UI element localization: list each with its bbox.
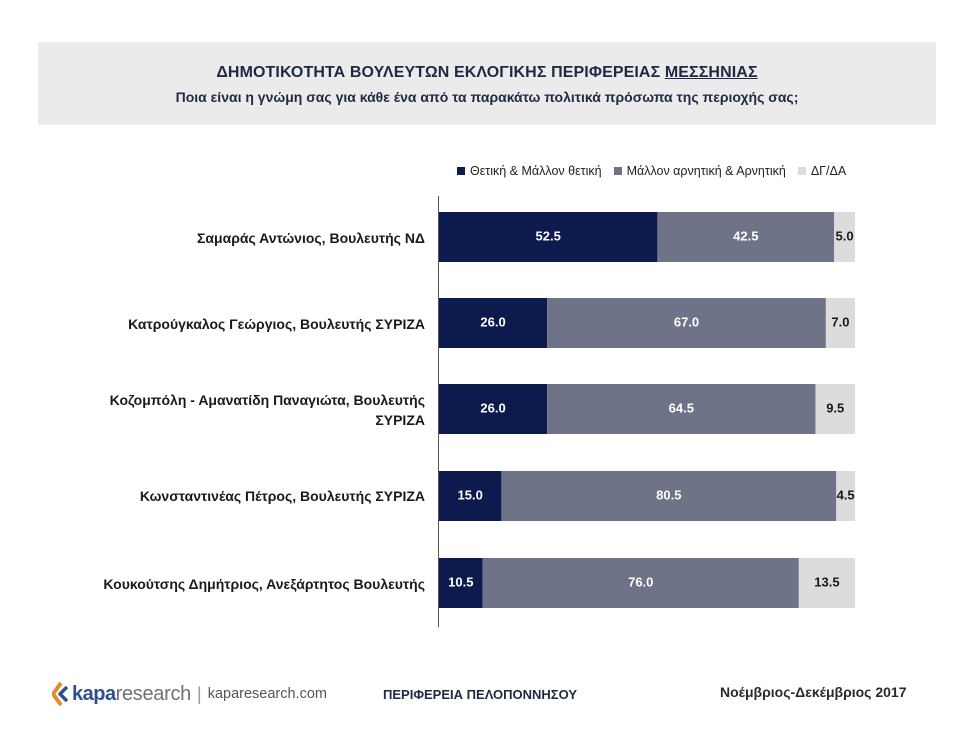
bar-segment-positive (439, 298, 548, 348)
chart-title-region: ΜΕΣΣΗΝΙΑΣ (664, 64, 758, 81)
category-axis-line (438, 196, 439, 627)
data-label-positive: 26.0 (480, 401, 505, 416)
category-label: Κοζομπόλη - Αμανατίδη Παναγιώτα, Βουλευτ… (109, 392, 425, 428)
bar-segment-dk-na (825, 298, 855, 348)
data-label-dk-na: 4.5 (837, 488, 855, 503)
footer-url: kaparesearch.com (207, 686, 327, 702)
legend-swatch-dk-na (797, 167, 806, 175)
bar-segment-dk-na (834, 212, 855, 262)
legend-item-negative: Μάλλον αρνητική & Αρνητική (613, 164, 786, 178)
kapa-logo-icon (52, 682, 68, 706)
data-label-negative: 80.5 (656, 488, 681, 503)
category-label: Κωνσταντινέας Πέτρος, Βουλευτής ΣΥΡΙΖΑ (139, 488, 425, 504)
logo-research-text: research (115, 682, 192, 705)
bar-segment-dk-na (815, 384, 855, 434)
category-label: Κατρούγκαλος Γεώργιος, Βουλευτής ΣΥΡΙΖΑ (128, 316, 425, 332)
bar-segment-negative (501, 471, 837, 521)
legend-label-negative: Μάλλον αρνητική & Αρνητική (626, 164, 786, 178)
bar-segment-positive (439, 558, 483, 608)
legend-swatch-positive (457, 167, 465, 175)
legend-label-positive: Θετική & Μάλλον θετική (470, 164, 602, 178)
category-label: Κουκούτσης Δημήτριος, Ανεξάρτητος Βουλευ… (103, 576, 425, 592)
footer-date: Νοέμβριος-Δεκέμβριος 2017 (720, 684, 907, 700)
bar-segment-dk-na (836, 471, 855, 521)
footer-logo: kapa research | kaparesearch.com (52, 682, 327, 706)
chart-title-main: ΔΗΜΟΤΙΚΟΤΗΤΑ ΒΟΥΛΕΥΤΩΝ ΕΚΛΟΓΙΚΗΣ ΠΕΡΙΦΕΡ… (216, 64, 665, 81)
data-label-positive: 52.5 (536, 229, 561, 244)
data-label-negative: 42.5 (733, 229, 758, 244)
data-label-dk-na: 5.0 (836, 229, 854, 244)
logo-kapa-text: kapa (72, 682, 116, 705)
data-label-dk-na: 9.5 (826, 401, 844, 416)
legend-swatch-negative (613, 167, 622, 175)
data-label-negative: 67.0 (674, 315, 699, 330)
data-label-dk-na: 13.5 (814, 575, 839, 590)
legend-item-positive: Θετική & Μάλλον θετική (457, 164, 602, 178)
bar-segment-negative (547, 384, 816, 434)
bar-segment-positive (439, 471, 502, 521)
chart-subtitle: Ποια είναι η γνώμη σας για κάθε ένα από … (175, 89, 799, 105)
legend-item-dk-na: ΔΓ/ΔΑ (797, 164, 847, 178)
bar-segment-positive (439, 384, 548, 434)
data-label-negative: 76.0 (628, 575, 653, 590)
bar-segment-negative (482, 558, 799, 608)
bar-segment-negative (657, 212, 835, 262)
data-label-dk-na: 7.0 (831, 315, 849, 330)
logo-separator: | (197, 683, 202, 704)
chart-title: ΔΗΜΟΤΙΚΟΤΗΤΑ ΒΟΥΛΕΥΤΩΝ ΕΚΛΟΓΙΚΗΣ ΠΕΡΙΦΕΡ… (38, 64, 936, 82)
data-label-negative: 64.5 (669, 401, 694, 416)
data-label-positive: 10.5 (448, 575, 473, 590)
legend-label-dk-na: ΔΓ/ΔΑ (810, 164, 847, 178)
footer-region: ΠΕΡΙΦΕΡΕΙΑ ΠΕΛΟΠΟΝΝΗΣΟΥ (383, 687, 578, 702)
category-label: Σαμαράς Αντώνιος, Βουλευτής ΝΔ (197, 230, 425, 246)
bar-segment-positive (439, 212, 658, 262)
legend: Θετική & Μάλλον θετική Μάλλον αρνητική &… (457, 162, 858, 180)
data-label-positive: 26.0 (480, 315, 505, 330)
bar-segment-dk-na (798, 558, 855, 608)
title-banner: ΔΗΜΟΤΙΚΟΤΗΤΑ ΒΟΥΛΕΥΤΩΝ ΕΚΛΟΓΙΚΗΣ ΠΕΡΙΦΕΡ… (38, 42, 936, 125)
bar-segment-negative (547, 298, 826, 348)
data-label-positive: 15.0 (458, 488, 483, 503)
